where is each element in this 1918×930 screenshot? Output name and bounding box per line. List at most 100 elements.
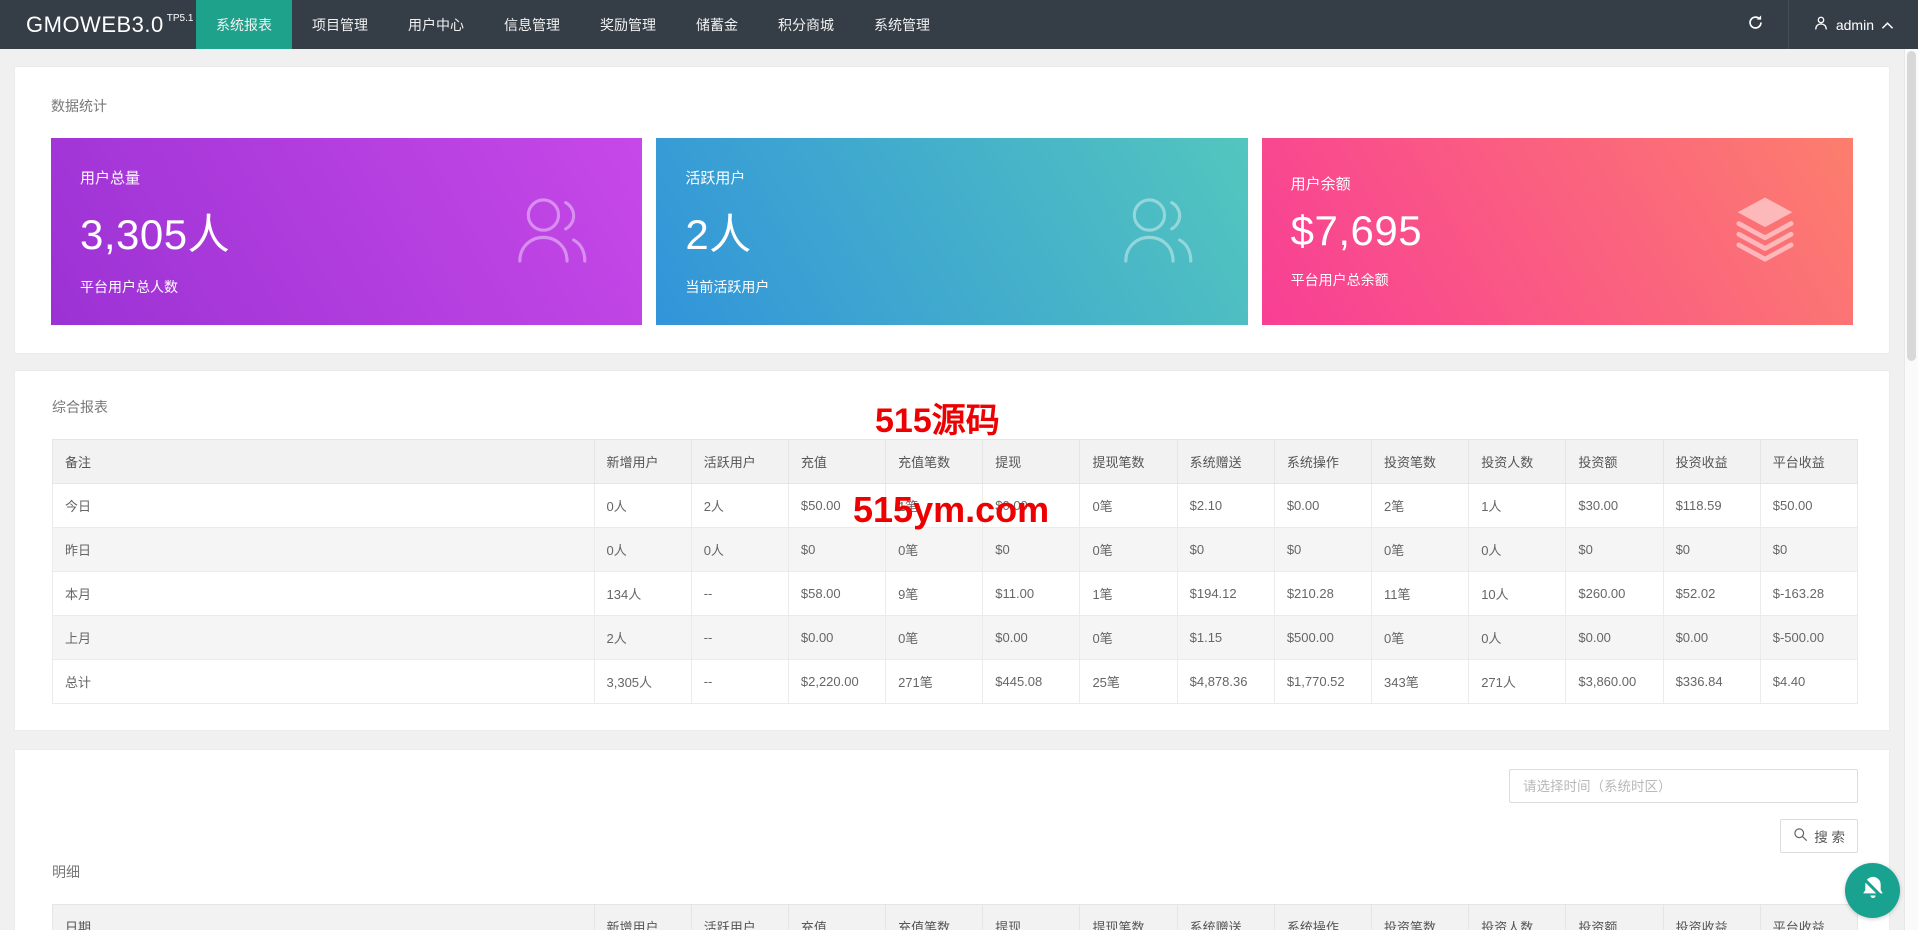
table-cell: 9笔: [885, 571, 984, 616]
column-header: 投资人数: [1468, 439, 1567, 484]
table-cell: $1,770.52: [1273, 659, 1373, 704]
column-header: 提现笔数: [1079, 439, 1178, 484]
table-cell: $445.08: [982, 659, 1081, 704]
table-cell: $0.00: [982, 483, 1081, 528]
column-header: 提现: [982, 439, 1081, 484]
row-label: 总计: [52, 659, 595, 704]
nav-item-savings[interactable]: 储蓄金: [696, 16, 738, 33]
row-label: 昨日: [52, 527, 595, 572]
column-header: 系统赠送: [1176, 439, 1275, 484]
stat-label: 用户余额: [1290, 176, 1351, 193]
table-cell: --: [690, 659, 789, 704]
table-cell: 0人: [690, 527, 789, 572]
column-header: 新增用户: [593, 439, 692, 484]
stat-value: 2人: [685, 210, 752, 258]
column-header: 系统赠送: [1176, 904, 1275, 930]
stat-value: $7,695: [1290, 207, 1423, 254]
stats-section: 数据统计 用户总量 3,305人 平台用户总人数 活跃用户 2人: [14, 66, 1890, 354]
nav-item-user-center[interactable]: 用户中心: [408, 16, 464, 33]
column-header: 充值笔数: [885, 904, 984, 930]
table-cell: 0笔: [1370, 615, 1470, 660]
table-cell: 0人: [1468, 527, 1567, 572]
table-cell: $0: [1662, 527, 1761, 572]
users-icon: [508, 187, 592, 276]
nav-item-project-management[interactable]: 项目管理: [312, 16, 368, 33]
table-cell: $0: [1565, 527, 1664, 572]
table-cell: $-163.28: [1759, 571, 1859, 616]
table-cell: $4,878.36: [1176, 659, 1275, 704]
nav-item-reward-management[interactable]: 奖励管理: [600, 16, 656, 33]
table-cell: $50.00: [1759, 483, 1859, 528]
navbar-right: admin: [1723, 0, 1918, 49]
nav-item-system-management[interactable]: 系统管理: [874, 16, 930, 33]
report-section: 综合报表 515源码 515ym.com 备注 新增用户 活跃用户 充值 充值笔数 提现提…: [14, 370, 1890, 731]
main-menu: 系统报表 项目管理 用户中心 信息管理 奖励管理 储蓄金 积分商城 系统管理: [196, 0, 950, 49]
stat-card-row: 用户总量 3,305人 平台用户总人数 活跃用户 2人 当前活跃用户: [51, 138, 1853, 325]
table-row: 上月 2人 -- $0.00 0笔 $0.00 0笔 $1.15 $500.00 0笔 0人 $0.0…: [52, 615, 1859, 660]
table-row: 昨日 0人 0人 $0 0笔 $0 0笔 $0 $0 0笔 0人 $0 $0 $0: [52, 527, 1859, 572]
table-cell: 25笔: [1079, 659, 1178, 704]
table-cell: $0.00: [787, 615, 887, 660]
table-cell: 2笔: [1370, 483, 1470, 528]
table-cell: $0: [1273, 527, 1373, 572]
scrollbar-thumb[interactable]: [1907, 51, 1916, 361]
table-cell: $0: [787, 527, 887, 572]
app-logo[interactable]: GMOWEB3.0 TP5.1: [0, 0, 196, 49]
table-cell: $0.00: [982, 615, 1081, 660]
table-cell: 0笔: [885, 615, 984, 660]
layers-icon: [1727, 191, 1803, 272]
column-header: 备注: [52, 439, 595, 484]
table-cell: $0: [1176, 527, 1275, 572]
table-cell: $58.00: [787, 571, 887, 616]
table-cell: 1人: [1468, 483, 1567, 528]
table-cell: $4.40: [1759, 659, 1859, 704]
table-cell: 11笔: [1370, 571, 1470, 616]
table-cell: 0人: [1468, 615, 1567, 660]
stat-label: 用户总量: [80, 169, 141, 187]
column-header: 系统操作: [1273, 439, 1373, 484]
table-cell: $0.00: [1662, 615, 1761, 660]
column-header: 投资笔数: [1370, 904, 1470, 930]
column-header: 提现笔数: [1079, 904, 1178, 930]
table-cell: --: [690, 571, 789, 616]
stat-card-user-balance: 用户余额 $7,695 平台用户总余额: [1261, 138, 1853, 325]
table-cell: $1.15: [1176, 615, 1275, 660]
refresh-button[interactable]: [1723, 0, 1788, 49]
app-logo-version: TP5.1: [166, 13, 194, 24]
table-cell: 10人: [1468, 571, 1567, 616]
stat-card-total-users: 用户总量 3,305人 平台用户总人数: [51, 138, 643, 325]
table-cell: $0.00: [1565, 615, 1664, 660]
stats-section-title: 数据统计: [51, 98, 107, 114]
nav-item-points-mall[interactable]: 积分商城: [778, 16, 834, 33]
column-header: 活跃用户: [690, 439, 789, 484]
navbar-divider: [1787, 0, 1789, 49]
table-cell: 343笔: [1370, 659, 1470, 704]
top-navbar: GMOWEB3.0 TP5.1 系统报表 项目管理 用户中心 信息管理 奖励管理 …: [0, 0, 1918, 49]
app-logo-text: GMOWEB3.0: [26, 11, 164, 37]
users-icon: [1114, 187, 1198, 276]
page-scrollbar[interactable]: [1904, 49, 1918, 930]
column-header: 投资额: [1565, 439, 1664, 484]
time-range-input[interactable]: [1509, 769, 1858, 803]
search-button[interactable]: 搜 索: [1780, 819, 1858, 853]
detail-section-title: 明细: [52, 864, 80, 880]
table-cell: 3,305人: [593, 659, 692, 704]
admin-username: admin: [1835, 16, 1874, 33]
column-header: 日期: [52, 904, 595, 930]
column-header: 提现: [982, 904, 1081, 930]
report-table: 备注 新增用户 活跃用户 充值 充值笔数 提现 提现笔数 系统赠送 系统操作 投资笔数 投资人数 投资…: [52, 439, 1859, 704]
nav-item-info-management[interactable]: 信息管理: [504, 16, 560, 33]
table-cell: $2.10: [1176, 483, 1275, 528]
column-header: 投资人数: [1468, 904, 1567, 930]
column-header: 新增用户: [593, 904, 692, 930]
table-row: 本月 134人 -- $58.00 9笔 $11.00 1笔 $194.12 $210.28 11…: [52, 571, 1859, 616]
admin-dropdown[interactable]: admin: [1789, 0, 1918, 49]
notification-fab[interactable]: [1845, 863, 1900, 918]
nav-item-system-report[interactable]: 系统报表: [196, 0, 292, 49]
refresh-icon: [1747, 14, 1764, 36]
stat-card-active-users: 活跃用户 2人 当前活跃用户: [656, 138, 1248, 325]
table-cell: 0笔: [1370, 527, 1470, 572]
table-row: 总计 3,305人 -- $2,220.00 271笔 $445.08 25笔 $4,878.…: [52, 659, 1859, 704]
table-cell: $0.00: [1273, 483, 1373, 528]
column-header: 平台收益: [1759, 439, 1859, 484]
